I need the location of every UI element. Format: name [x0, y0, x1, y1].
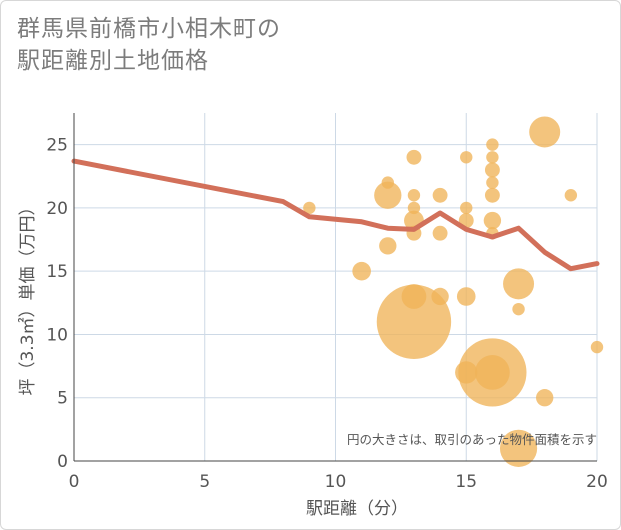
x-axis-label: 駅距離（分） [306, 499, 408, 519]
bubble-series [303, 116, 604, 467]
trend-series [71, 158, 600, 272]
x-tick-label: 20 [586, 472, 608, 492]
x-tick-label: 5 [199, 472, 210, 492]
data-bubble [352, 261, 371, 281]
data-bubble [432, 225, 448, 241]
trend-line [71, 158, 600, 272]
chart-title: 群馬県前橋市小相木町の 駅距離別土地価格 [17, 13, 281, 77]
title-line-2: 駅距離別土地価格 [17, 48, 209, 74]
data-bubble [590, 340, 604, 354]
x-tick-label: 15 [455, 472, 477, 492]
bubble-size-note: 円の大きさは、取引のあった物件面積を示す [347, 432, 597, 447]
data-bubble [303, 201, 316, 215]
x-tick-label: 0 [69, 472, 80, 492]
data-bubble [431, 287, 449, 306]
axes [73, 113, 597, 462]
y-tick-label: 5 [57, 389, 68, 409]
data-bubble [379, 237, 397, 255]
y-axis-label: 坪（3.3㎡）単価（万円） [18, 198, 38, 395]
data-bubble [376, 284, 452, 359]
data-bubble [484, 187, 500, 203]
data-bubble [407, 201, 421, 215]
title-line-1: 群馬県前橋市小相木町の [17, 16, 281, 42]
data-bubble [503, 268, 535, 300]
x-tick-label: 10 [325, 472, 347, 492]
data-bubble [407, 189, 421, 202]
data-bubble [406, 149, 422, 165]
data-bubble [475, 355, 510, 390]
data-bubble [499, 429, 538, 467]
data-bubble [484, 162, 500, 178]
data-bubble [374, 181, 402, 209]
y-tick-label: 20 [46, 199, 68, 219]
tick-labels: 0 5 10 15 20 0 5 10 15 20 25 [46, 136, 607, 492]
data-bubble [512, 302, 525, 316]
data-bubble [483, 211, 502, 230]
data-bubble [529, 116, 561, 148]
data-bubble [536, 389, 554, 407]
data-bubble [486, 151, 499, 164]
data-bubble [456, 287, 476, 306]
data-bubble [486, 138, 499, 151]
y-tick-label: 15 [46, 262, 68, 282]
y-tick-label: 0 [57, 452, 68, 472]
y-tick-label: 25 [46, 136, 68, 156]
data-bubble [432, 187, 448, 203]
data-bubble [564, 189, 578, 202]
data-bubble [486, 176, 499, 189]
data-bubble [460, 151, 473, 164]
data-bubble [460, 201, 473, 215]
y-tick-label: 10 [46, 325, 68, 345]
